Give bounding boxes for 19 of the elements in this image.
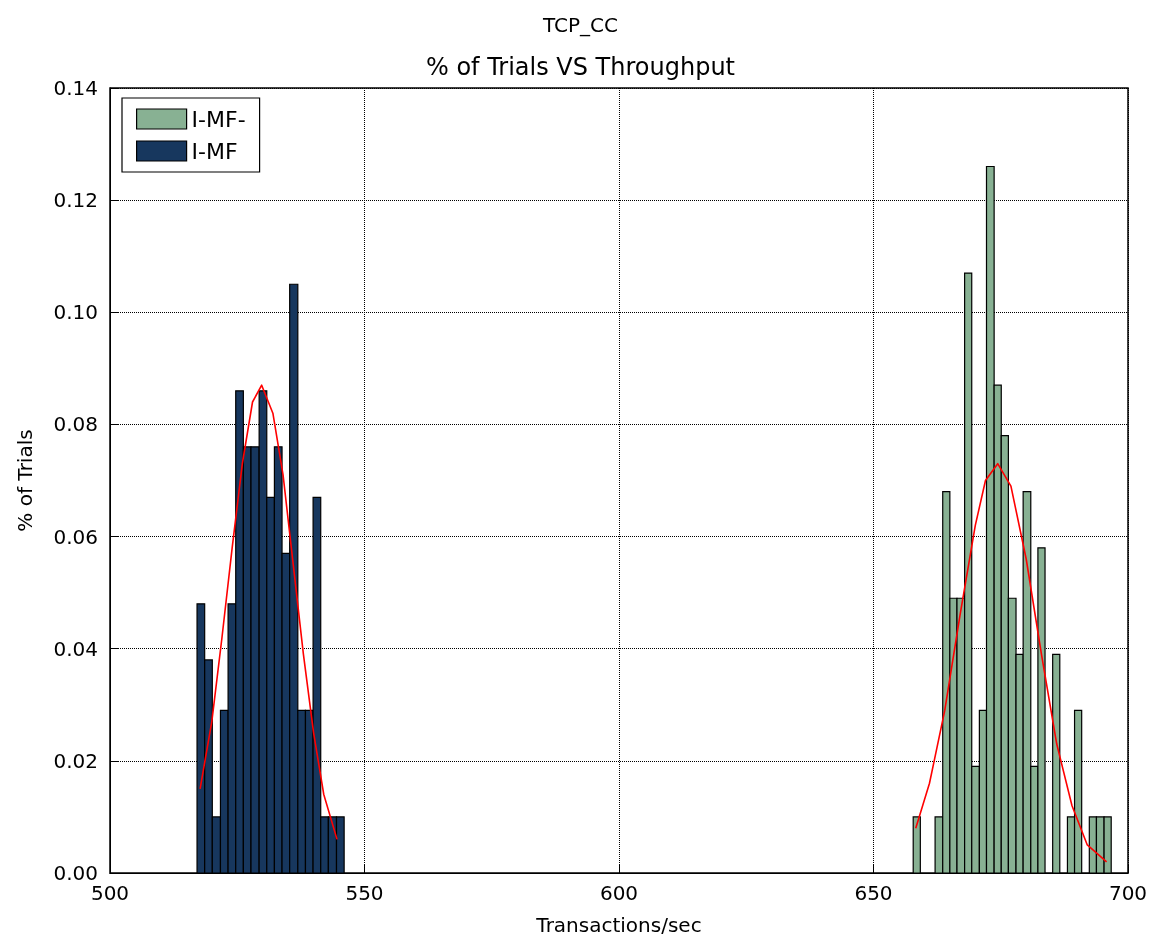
y-tick-label: 0.14 [53,76,98,100]
y-tick-label: 0.04 [53,636,98,661]
y-axis-title: % of Trials [13,429,37,532]
chart-subtitle: % of Trials VS Throughput [425,53,736,81]
y-tick-label: 0.10 [53,300,98,325]
x-tick-label: 550 [345,881,384,905]
line-series [914,462,1108,863]
y-tick-label: 0.12 [53,188,98,213]
x-tick-label: 600 [599,881,639,905]
x-axis-title: Transactions/sec [535,913,702,937]
x-tick-label: 650 [854,881,893,905]
legend-label: I-MF- [191,106,246,132]
legend-label: I-MF [191,138,238,164]
line-series [199,384,338,841]
y-tick-label: 0.08 [53,412,98,437]
y-tick-label: 0.02 [53,748,98,773]
y-tick-label: 0.06 [53,524,98,549]
x-tick-label: 700 [1108,881,1148,905]
chart-title: TCP_CC [542,13,618,37]
